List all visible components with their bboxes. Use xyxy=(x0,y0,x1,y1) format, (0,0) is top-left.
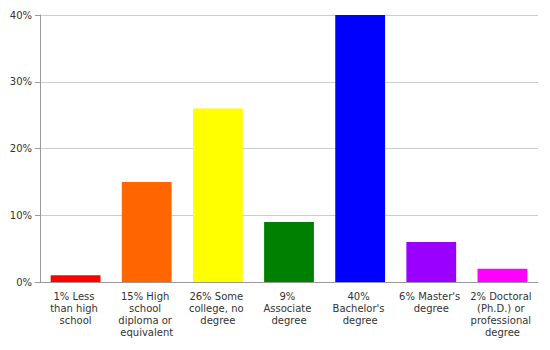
svg-text:Associate: Associate xyxy=(263,303,314,314)
svg-text:degree: degree xyxy=(414,303,449,314)
svg-text:0%: 0% xyxy=(16,277,32,288)
svg-text:40%: 40% xyxy=(347,291,372,302)
svg-text:(Ph.D.) or: (Ph.D.) or xyxy=(477,303,528,314)
svg-text:degree: degree xyxy=(200,315,235,326)
svg-text:15% High: 15% High xyxy=(121,291,173,302)
svg-text:40%: 40% xyxy=(10,10,32,21)
svg-text:Bachelor's: Bachelor's xyxy=(333,303,388,314)
svg-text:diploma or: diploma or xyxy=(118,315,175,326)
svg-text:degree: degree xyxy=(271,315,306,326)
svg-text:school: school xyxy=(129,303,164,314)
svg-text:degree: degree xyxy=(485,327,520,338)
svg-text:10%: 10% xyxy=(10,210,32,221)
svg-text:equivalent: equivalent xyxy=(120,327,173,338)
svg-text:26% Some: 26% Some xyxy=(189,291,246,302)
svg-text:6% Master's: 6% Master's xyxy=(399,291,463,302)
svg-text:30%: 30% xyxy=(10,76,32,87)
svg-text:20%: 20% xyxy=(10,143,32,154)
svg-text:9%: 9% xyxy=(279,291,298,302)
svg-text:college, no: college, no xyxy=(189,303,247,314)
svg-text:professional: professional xyxy=(471,315,535,326)
svg-text:school: school xyxy=(60,315,92,326)
svg-text:degree: degree xyxy=(343,315,378,326)
svg-text:than high: than high xyxy=(50,303,101,314)
svg-text:2% Doctoral: 2% Doctoral xyxy=(470,291,535,302)
svg-text:1% Less: 1% Less xyxy=(53,291,97,302)
